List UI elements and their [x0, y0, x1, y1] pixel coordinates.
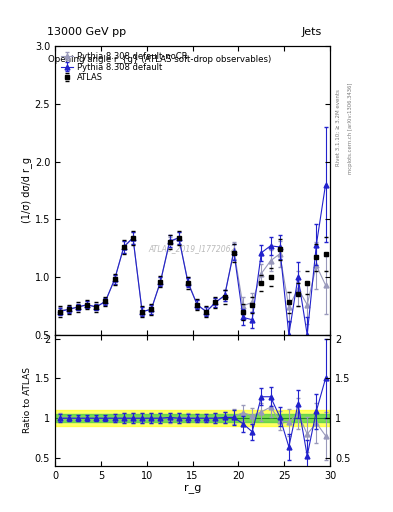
Legend: Pythia 8.308 default-noCR, Pythia 8.308 default, ATLAS: Pythia 8.308 default-noCR, Pythia 8.308 … [59, 50, 189, 84]
Bar [55, 410, 330, 426]
Text: 13000 GeV pp: 13000 GeV pp [47, 27, 126, 37]
Text: ATLAS_2019_I1772062: ATLAS_2019_I1772062 [149, 244, 236, 252]
Y-axis label: Ratio to ATLAS: Ratio to ATLAS [23, 367, 32, 433]
Text: Jets: Jets [302, 27, 322, 37]
Text: Opening angle r_{g} (ATLAS soft-drop observables): Opening angle r_{g} (ATLAS soft-drop obs… [48, 55, 271, 63]
Y-axis label: (1/σ) dσ/d r_g: (1/σ) dσ/d r_g [21, 157, 32, 223]
Text: mcplots.cern.ch [arXiv:1306.3436]: mcplots.cern.ch [arXiv:1306.3436] [348, 82, 353, 174]
X-axis label: r_g: r_g [184, 483, 201, 494]
Text: Rivet 3.1.10; ≥ 3.2M events: Rivet 3.1.10; ≥ 3.2M events [336, 90, 341, 166]
Bar [55, 414, 330, 422]
